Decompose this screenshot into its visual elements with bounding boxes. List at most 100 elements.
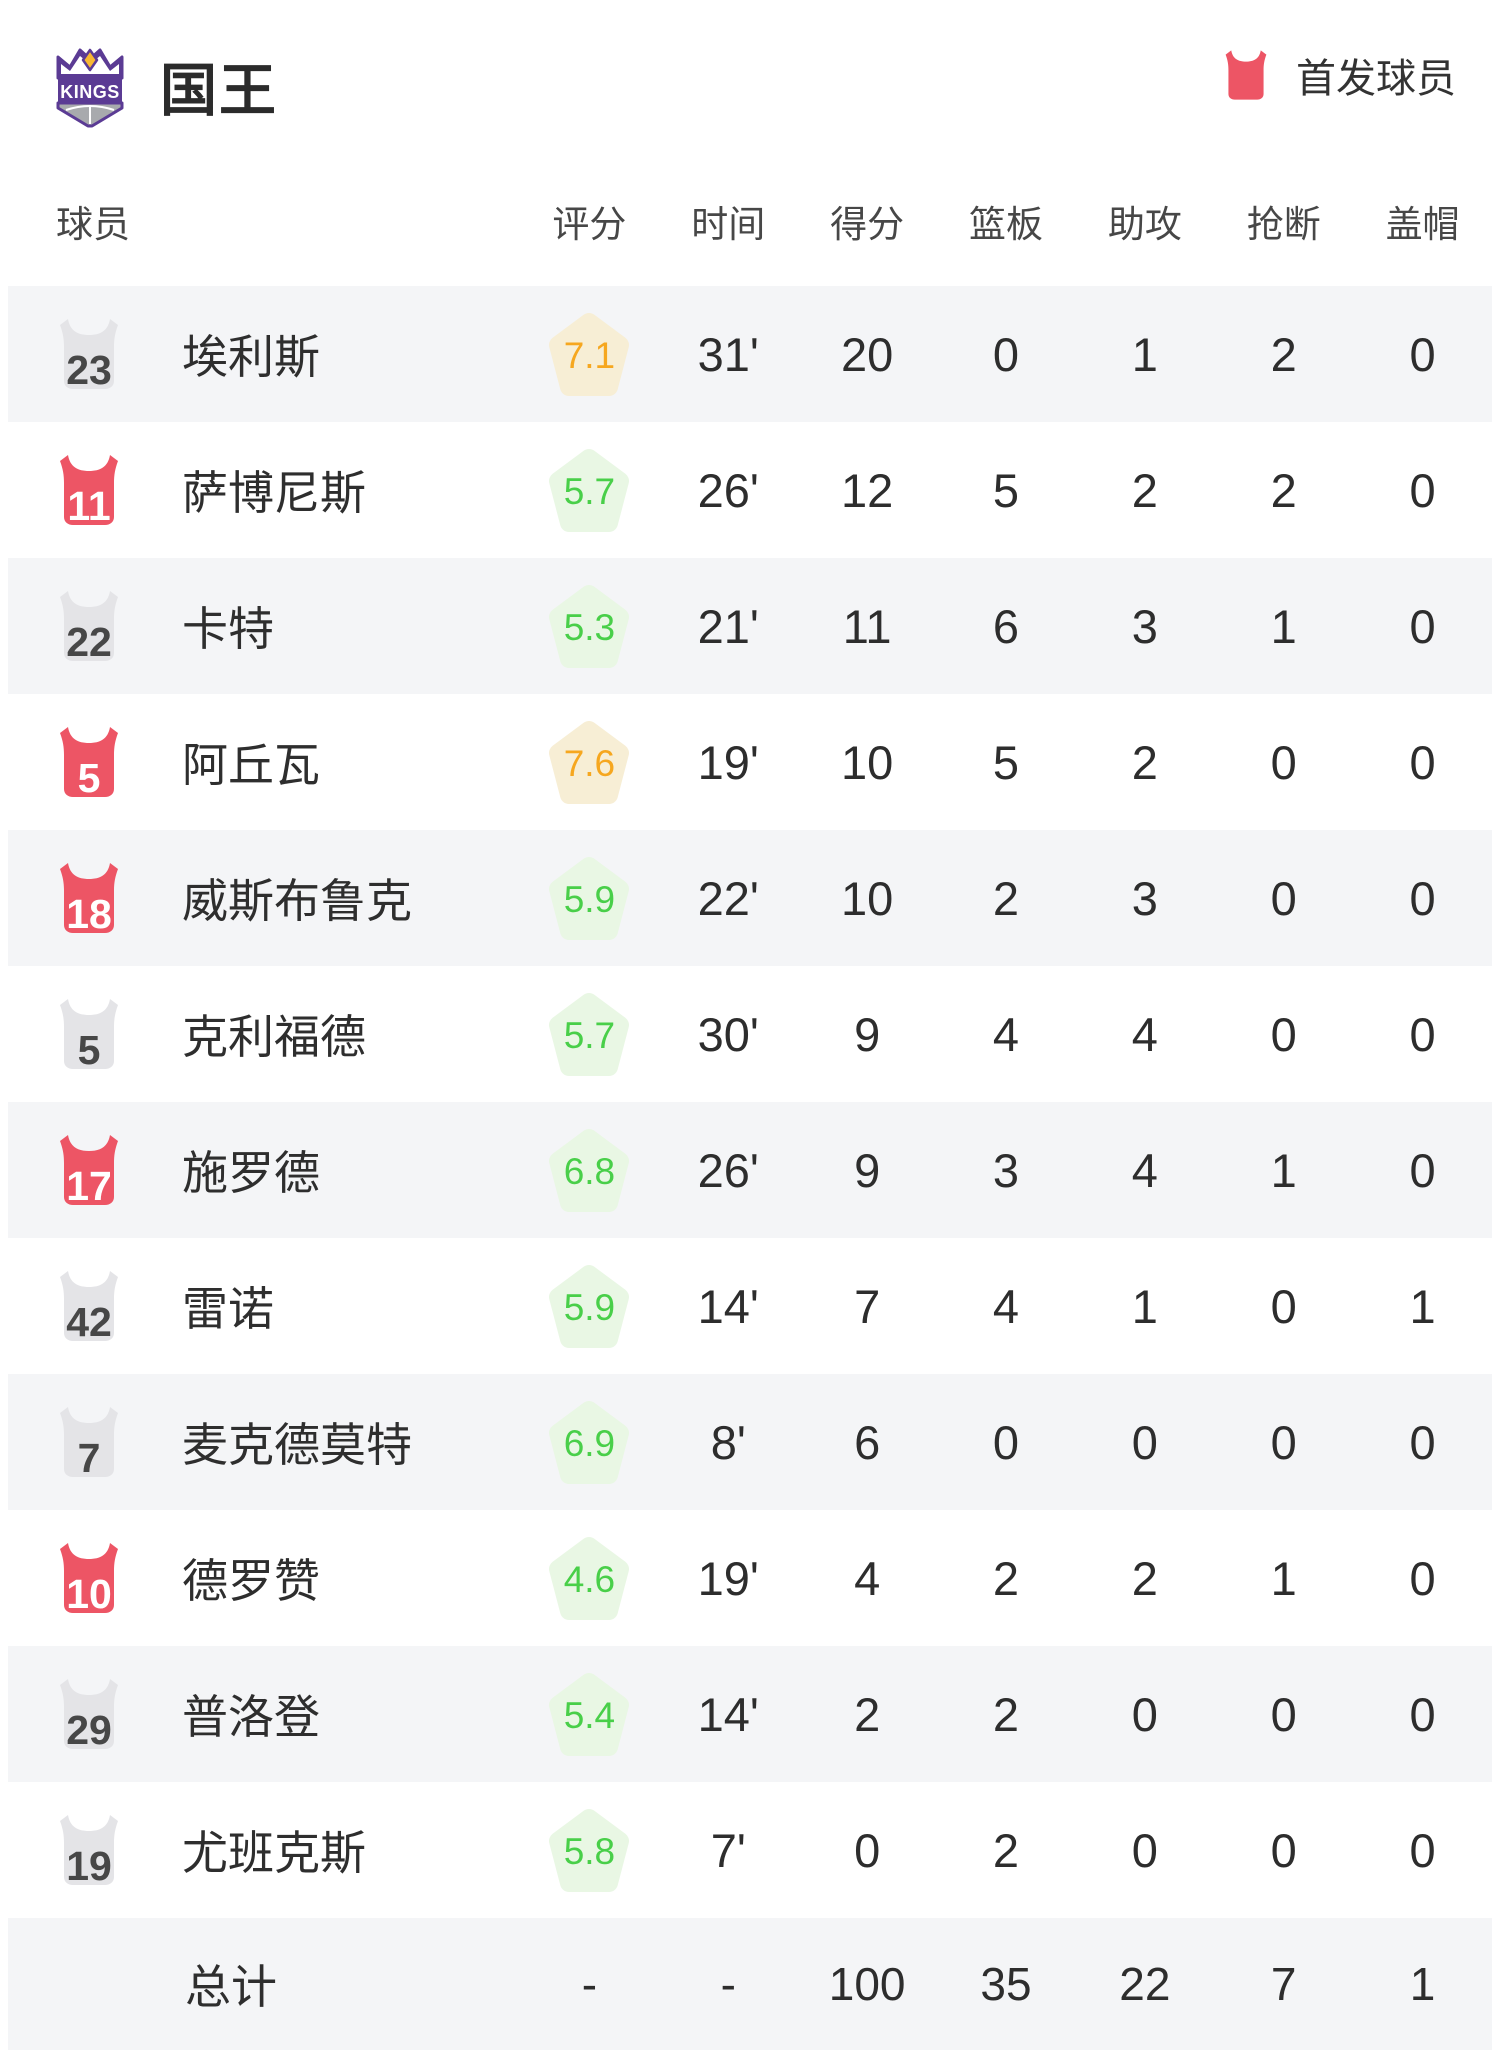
points-cell: 11 [842,599,892,653]
col-rating: 评分 [552,204,627,245]
jersey-icon: 18 [56,861,122,937]
time-cell: 8' [710,1415,746,1469]
player-name: 萨博尼斯 [182,467,366,519]
jersey-number: 19 [66,1843,112,1889]
player-cell: 19 尤班克斯 [8,1813,520,1889]
blocks-cell: 0 [1409,463,1436,517]
rebounds-cell: 5 [992,735,1020,789]
assists-cell: 0 [1131,1687,1158,1741]
jersey-icon: 7 [56,1405,122,1481]
col-player: 球员 [56,204,130,245]
jersey-number: 5 [77,1027,101,1073]
player-name: 威斯布鲁克 [182,875,412,927]
time-cell: 31' [697,327,759,381]
jersey-number: 11 [67,483,111,529]
assists-cell: 4 [1131,1007,1158,1061]
rating-value: 5.3 [563,607,616,648]
total-rating: - [581,1958,598,2010]
points-cell: 2 [854,1687,881,1741]
steals-cell: 0 [1270,1687,1297,1741]
rebounds-cell: 3 [992,1143,1020,1197]
rating-badge: 7.1 [549,312,630,396]
team-name: 国王 [160,59,278,123]
time-cell: 30' [697,1007,759,1061]
steals-cell: 0 [1270,1007,1297,1061]
rating-cell: 5.8 [520,1808,659,1892]
player-cell: 22 卡特 [8,589,520,665]
rating-value: 7.6 [563,743,616,784]
rebounds-cell: 6 [992,599,1020,653]
rating-badge: 5.7 [549,448,630,532]
player-name: 尤班克斯 [182,1827,366,1879]
starter-jersey-icon [1225,50,1267,100]
player-row[interactable]: 18 威斯布鲁克 5.9 22' 10 2 3 0 0 [8,830,1492,966]
player-cell: 18 威斯布鲁克 [8,861,520,937]
rating-cell: 4.6 [520,1536,659,1620]
jersey-number: 22 [66,619,112,665]
player-name: 施罗德 [182,1147,320,1199]
steals-cell: 1 [1270,599,1297,653]
assists-cell: 1 [1131,1279,1158,1333]
player-name: 克利福德 [182,1011,366,1063]
player-row[interactable]: 23 埃利斯 7.1 31' 20 0 1 2 0 [8,286,1492,422]
time-cell: 21' [697,599,759,653]
col-steals: 抢断 [1246,204,1321,245]
time-cell: 19' [697,1551,759,1605]
jersey-number: 7 [77,1435,101,1481]
team-logo-icon: KINGS [56,48,124,128]
rebounds-cell: 2 [992,1687,1020,1741]
player-row[interactable]: 42 雷诺 5.9 14' 7 4 1 0 1 [8,1238,1492,1374]
rebounds-cell: 0 [992,327,1020,381]
steals-cell: 0 [1270,871,1297,925]
jersey-icon: 11 [56,453,122,529]
assists-cell: 2 [1131,463,1158,517]
rating-badge: 5.4 [549,1672,630,1756]
time-cell: 26' [697,463,759,517]
rating-cell: 5.9 [520,856,659,940]
blocks-cell: 0 [1409,1007,1436,1061]
blocks-cell: 0 [1409,1687,1436,1741]
col-blocks: 盖帽 [1385,204,1460,245]
points-cell: 20 [840,327,894,381]
starter-legend-label: 首发球员 [1296,57,1456,101]
jersey-number: 5 [77,755,101,801]
assists-cell: 2 [1131,735,1158,789]
total-points: 100 [828,1958,906,2010]
player-row[interactable]: 17 施罗德 6.8 26' 9 3 4 1 0 [8,1102,1492,1238]
player-row[interactable]: 5 阿丘瓦 7.6 19' 10 5 2 0 0 [8,694,1492,830]
player-row[interactable]: 7 麦克德莫特 6.9 8' 6 0 0 0 0 [8,1374,1492,1510]
assists-cell: 3 [1131,871,1158,925]
jersey-icon: 23 [56,317,122,393]
rating-value: 5.8 [563,1831,616,1872]
player-row[interactable]: 5 克利福德 5.7 30' 9 4 4 0 0 [8,966,1492,1102]
steals-cell: 2 [1270,463,1297,517]
jersey-icon: 10 [56,1541,122,1617]
player-row[interactable]: 29 普洛登 5.4 14' 2 2 0 0 0 [8,1646,1492,1782]
jersey-icon: 5 [56,725,122,801]
rebounds-cell: 0 [992,1415,1020,1469]
player-row[interactable]: 10 德罗赞 4.6 19' 4 2 2 1 0 [8,1510,1492,1646]
jersey-icon: 5 [56,997,122,1073]
jersey-icon: 29 [56,1677,122,1753]
player-row[interactable]: 11 萨博尼斯 5.7 26' 12 5 2 2 0 [8,422,1492,558]
rating-value: 4.6 [563,1559,616,1600]
steals-cell: 1 [1270,1551,1297,1605]
rating-badge: 5.3 [549,584,630,668]
total-assists: 22 [1119,1958,1171,2010]
points-cell: 9 [854,1007,881,1061]
time-cell: 14' [697,1279,759,1333]
rating-badge: 4.6 [549,1536,630,1620]
steals-cell: 0 [1270,1415,1297,1469]
jersey-number: 10 [66,1571,112,1617]
rebounds-cell: 5 [992,463,1020,517]
total-steals: 7 [1270,1958,1297,2010]
rating-badge: 5.7 [549,992,630,1076]
rating-value: 7.1 [563,335,616,376]
rating-value: 5.9 [563,879,616,920]
steals-cell: 0 [1270,1279,1297,1333]
points-cell: 9 [854,1143,881,1197]
player-row[interactable]: 19 尤班克斯 5.8 7' 0 2 0 0 0 [8,1782,1492,1918]
time-cell: 7' [710,1823,746,1877]
player-row[interactable]: 22 卡特 5.3 21' 11 6 3 1 0 [8,558,1492,694]
